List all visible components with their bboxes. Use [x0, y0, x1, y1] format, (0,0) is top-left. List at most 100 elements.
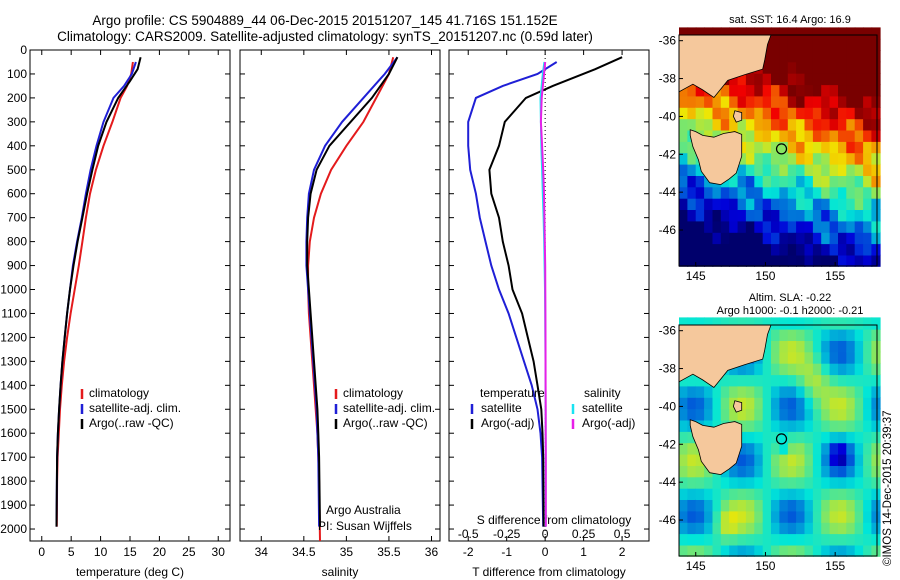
- depth-tick-label: 1000: [0, 283, 27, 297]
- lat-tick-label: -38: [659, 362, 677, 376]
- map-cell: [796, 374, 806, 387]
- map-cell: [754, 442, 764, 455]
- map-cell: [854, 118, 864, 131]
- map-cell: [779, 61, 789, 74]
- depth-tick-label: 800: [7, 235, 27, 249]
- map-cell: [854, 243, 864, 256]
- map-cell: [871, 397, 881, 410]
- map-cell: [871, 129, 881, 142]
- map-cell: [863, 328, 873, 341]
- map-cell: [704, 27, 714, 40]
- map-cell: [854, 465, 864, 478]
- map-cell: [863, 431, 873, 444]
- map-cell: [679, 431, 689, 444]
- x-tick-label: 0: [38, 545, 45, 559]
- map-cell: [812, 61, 823, 74]
- map-cell: [863, 419, 873, 432]
- map-cell: [838, 197, 848, 210]
- map-cell: [854, 141, 864, 154]
- map-cell: [729, 465, 739, 478]
- map-cell: [854, 374, 864, 387]
- map-cell: [821, 209, 831, 222]
- map-cell: [762, 521, 772, 535]
- map-cell: [762, 544, 772, 557]
- map-cell: [838, 431, 848, 444]
- map-cell: [754, 186, 764, 199]
- x-tick-label: 34.5: [292, 545, 316, 559]
- map-cell: [854, 317, 864, 330]
- map-cell: [704, 397, 714, 410]
- map-cell: [846, 38, 856, 51]
- legend-label: climatology: [343, 386, 403, 400]
- map-cell: [779, 231, 789, 245]
- map-cell: [871, 442, 881, 455]
- map-cell: [846, 533, 856, 546]
- depth-tick-label: 1800: [0, 474, 27, 488]
- map-cell: [737, 465, 747, 478]
- map-cell: [796, 186, 806, 199]
- map-cell: [779, 385, 789, 398]
- map-cell: [771, 50, 781, 63]
- x-tick-label: -2: [463, 545, 474, 559]
- panel-frame-2: [448, 49, 650, 542]
- map-cell: [779, 453, 789, 466]
- map-cell: [754, 118, 764, 131]
- map-cell: [863, 72, 873, 86]
- map-cell: [846, 231, 856, 245]
- map-cell: [812, 328, 823, 341]
- map-cell: [871, 499, 881, 512]
- map-cell: [838, 453, 848, 466]
- map-cell: [687, 453, 697, 466]
- map-cell: [679, 197, 689, 210]
- map-cell: [720, 254, 730, 267]
- lat-tick-label: -42: [659, 147, 677, 161]
- map-cell: [679, 487, 689, 500]
- map-cell: [745, 465, 756, 478]
- map-cell: [821, 476, 831, 489]
- map-cell: [863, 374, 873, 387]
- map-cell: [771, 61, 781, 74]
- map-cell: [720, 197, 730, 210]
- map-cell: [821, 129, 831, 142]
- map-cell: [812, 38, 823, 51]
- map-cell: [796, 38, 806, 51]
- map-cell: [829, 141, 839, 154]
- map-cell: [695, 453, 705, 466]
- map-cell: [821, 72, 831, 86]
- map-cell: [863, 533, 873, 546]
- map-cell: [771, 408, 781, 421]
- map-cell: [762, 197, 772, 210]
- map-cell: [804, 38, 814, 51]
- map-cell: [779, 175, 789, 188]
- map-cell: [854, 487, 864, 500]
- map-cell: [821, 38, 831, 51]
- map-cell: [854, 163, 864, 176]
- map-cell: [737, 419, 747, 432]
- map-cell: [771, 465, 781, 478]
- map-cell: [854, 84, 864, 97]
- map-cell: [863, 209, 873, 222]
- map-cell: [871, 533, 881, 546]
- map-cell: [729, 186, 739, 199]
- map-cell: [771, 340, 781, 353]
- map-cell: [779, 141, 789, 154]
- map-cell: [812, 442, 823, 455]
- map-cell: [754, 419, 764, 432]
- x-tick-label: 20: [153, 545, 167, 559]
- map-cell: [712, 544, 722, 557]
- map-cell: [829, 243, 839, 256]
- map-cell: [762, 317, 772, 330]
- map-cell: [729, 544, 739, 557]
- map-cell: [745, 510, 756, 523]
- map-cell: [729, 374, 739, 387]
- map-cell: [737, 243, 747, 256]
- map-cell: [771, 397, 781, 410]
- map-cell: [762, 243, 772, 256]
- argo-location-marker: [775, 143, 788, 155]
- map-cell: [821, 61, 831, 74]
- map-cell: [846, 254, 856, 267]
- map-cell: [712, 521, 722, 535]
- depth-tick-label: 0: [20, 43, 27, 57]
- map-cell: [687, 243, 697, 256]
- map-cell: [796, 442, 806, 455]
